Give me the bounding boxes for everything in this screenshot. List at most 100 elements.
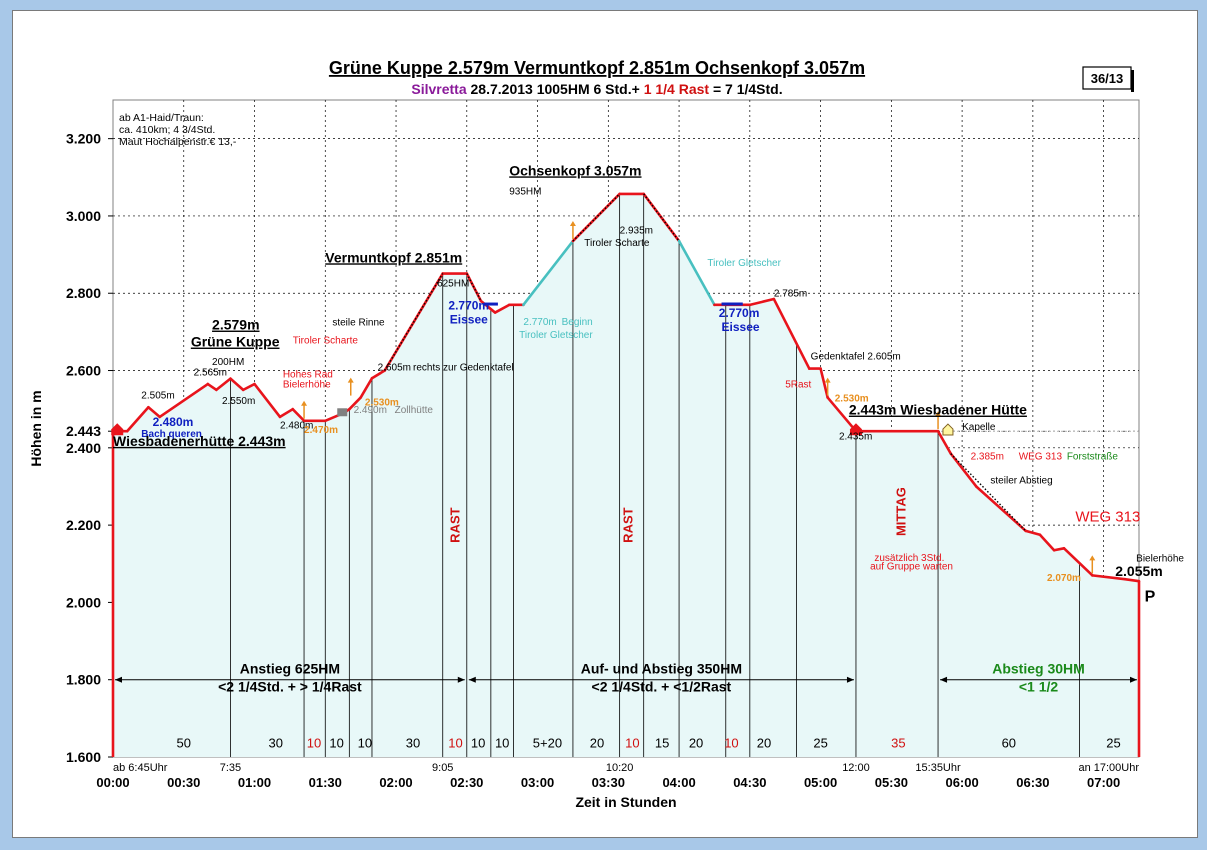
annotation-label: 2.490m xyxy=(354,405,387,416)
info-line: Maut Hochalpenstr.€ 13,- xyxy=(119,136,237,148)
segment-minutes: 20 xyxy=(757,735,771,750)
annotation-label: 2.935m xyxy=(620,225,653,236)
annotation-label: 2.435m xyxy=(839,432,872,443)
arrow-head-icon xyxy=(347,377,354,383)
profile-segment xyxy=(158,382,210,419)
annotation-label: 2.530m xyxy=(365,397,399,408)
profile-segment xyxy=(1038,533,1056,552)
annotation-label: Bielerhöhe xyxy=(1136,553,1184,564)
segment-minutes: 5+20 xyxy=(533,735,562,750)
annotation-label: 2.785m xyxy=(774,288,807,299)
annotation-label: 2.770m xyxy=(523,317,556,328)
annotation-label: WEG 313 xyxy=(1075,508,1140,525)
segment-minutes: 10 xyxy=(358,735,372,750)
rast-label: MITTAG xyxy=(893,487,908,536)
annotation-label: 2.770m xyxy=(448,298,489,312)
steep-section xyxy=(572,193,621,242)
arrow-head-icon xyxy=(569,221,576,227)
annotation-label: Kapelle xyxy=(962,422,996,433)
y-tick-label: 2.400 xyxy=(66,440,101,456)
profile-segment xyxy=(936,429,953,455)
phase-title: Anstieg 625HM xyxy=(240,661,340,677)
annotation-label: 625HM xyxy=(437,278,469,289)
annotation-label: WEG 313 xyxy=(1019,451,1063,462)
segment-minutes: 60 xyxy=(1002,735,1016,750)
annotation-label: Forststraße xyxy=(1067,451,1119,462)
y-tick-label: 2.600 xyxy=(66,363,101,379)
profile-segment xyxy=(253,382,282,419)
segment-minutes: 50 xyxy=(177,735,191,750)
hut-icon xyxy=(849,423,862,436)
annotation-label: Tiroler Scharte xyxy=(293,335,359,346)
x-tick-label: 01:30 xyxy=(309,775,342,790)
profile-segment xyxy=(1090,574,1127,581)
profile-segment xyxy=(147,405,162,419)
x-tick-label: 05:30 xyxy=(875,775,908,790)
annotation-label: Bach queren xyxy=(141,429,202,440)
clock-label: 15:35Uhr xyxy=(915,762,961,774)
x-tick-label: 04:00 xyxy=(662,775,695,790)
annotation-label: steiler Abstieg xyxy=(990,475,1052,486)
profile-segment xyxy=(677,239,716,307)
annotation-label: 5Rast xyxy=(785,380,811,391)
page-id: 36/13 xyxy=(1091,71,1124,86)
y-tick-label: 3.000 xyxy=(66,208,101,224)
chart-frame: 1.600 1.800 2.000 2.200 2.400 2.443 2.600 2.800… xyxy=(12,10,1198,838)
annotation-label: 200HM xyxy=(212,357,244,368)
annotation-label: Wiesbadenerhütte 2.443m xyxy=(113,433,286,449)
steep-section xyxy=(950,453,1027,532)
profile-segment xyxy=(493,303,511,314)
y-axis-title: Höhen in m xyxy=(28,390,44,466)
annotation-label: 2.070m xyxy=(1047,573,1081,584)
zollhuette-icon xyxy=(337,408,348,417)
steep-section xyxy=(384,273,444,371)
annotation-label: Tiroler Gletscher xyxy=(707,258,781,269)
annotation-label: rechts zur Gedenktafel xyxy=(413,363,514,374)
arrow-head-icon xyxy=(824,377,831,383)
info-line: ca. 410km; 4 3/4Std. xyxy=(119,124,215,136)
y-tick-label: 2.000 xyxy=(66,594,101,610)
profile-segment xyxy=(819,367,829,399)
page-id-shadow xyxy=(1131,70,1134,92)
y-tick-label: 3.200 xyxy=(66,131,101,147)
page-title: Grüne Kuppe 2.579m Vermuntkopf 2.851m Oc… xyxy=(329,58,865,78)
segment-minutes: 10 xyxy=(724,735,738,750)
profile-segment xyxy=(826,396,858,433)
segment-minutes: 10 xyxy=(471,735,485,750)
clock-label: ab 6:45Uhr xyxy=(113,762,168,774)
profile-segment xyxy=(370,369,387,380)
y-tick-label: 2.200 xyxy=(66,517,101,533)
y-tick-label: 1.600 xyxy=(66,749,101,765)
profile-segment xyxy=(772,297,811,370)
clock-label: an 17:00Uhr xyxy=(1078,762,1139,774)
annotation-label: 2.530m xyxy=(835,393,869,404)
phase-time: <1 1/2 xyxy=(1019,679,1059,695)
annotation-label: 2.385m xyxy=(971,451,1004,462)
profile-segment xyxy=(522,239,575,307)
profile-segment xyxy=(359,376,374,399)
profile-segment xyxy=(1123,577,1141,583)
x-tick-label: 06:00 xyxy=(945,775,978,790)
annotation-label: 2.470m xyxy=(304,425,338,436)
rast-label: RAST xyxy=(448,507,463,542)
phase-title: Auf- und Abstieg 350HM xyxy=(581,661,742,677)
x-tick-label: 03:30 xyxy=(592,775,625,790)
x-tick-label: 05:00 xyxy=(804,775,837,790)
rast-label: RAST xyxy=(620,507,635,542)
annotation-label: Zollhütte xyxy=(395,405,434,416)
arrow-head-icon xyxy=(301,400,308,406)
segment-minutes: 10 xyxy=(329,735,343,750)
hut-icon xyxy=(111,423,124,436)
annotation-label: 2.443m Wiesbadener Hütte xyxy=(849,402,1027,418)
annotation-label: 2.480m xyxy=(280,421,313,432)
segment-minutes: 20 xyxy=(689,735,703,750)
annotation-label: Tiroler Gletscher xyxy=(519,330,593,341)
segment-minutes: 10 xyxy=(307,735,321,750)
x-tick-label: 00:00 xyxy=(96,775,129,790)
profile-segment xyxy=(1062,547,1094,577)
segment-minutes: 25 xyxy=(813,735,827,750)
profile-segment xyxy=(215,377,232,392)
profile-segment xyxy=(748,297,776,307)
profile-segment xyxy=(1024,529,1042,537)
